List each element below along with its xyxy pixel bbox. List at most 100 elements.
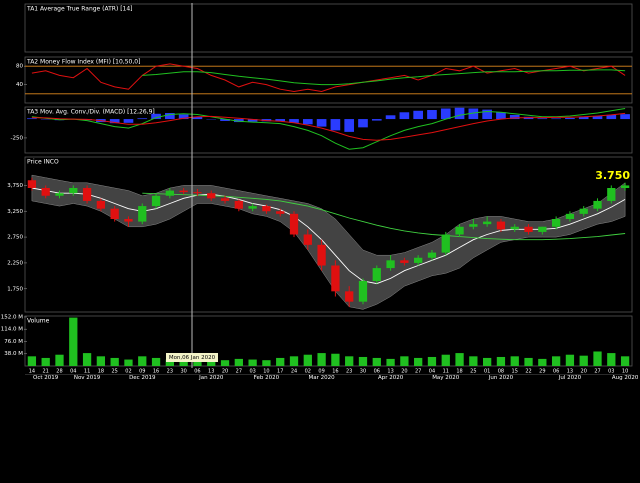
bar xyxy=(82,353,92,366)
histogram-bar xyxy=(151,113,161,120)
bar xyxy=(55,354,64,366)
x-tick-label: 30 xyxy=(360,369,366,375)
x-tick-label: 10 xyxy=(622,369,628,375)
y-tick-label: 2,750 xyxy=(7,235,23,241)
candle-body xyxy=(276,211,285,214)
bar xyxy=(110,357,119,366)
panel-title: TA1 Average True Range (ATR) [14] xyxy=(26,6,133,13)
candle-body xyxy=(414,257,423,263)
candle-body xyxy=(69,188,78,194)
x-tick-label: 16 xyxy=(332,369,338,375)
bar xyxy=(538,358,547,366)
candle-body xyxy=(386,260,395,269)
x-tick-label: 02 xyxy=(125,369,131,375)
bar xyxy=(551,356,561,366)
panel-title: TA2 Money Flow Index (MFI) [10,50,0] xyxy=(26,59,140,66)
candle-body xyxy=(441,234,450,253)
month-label: Jan 2020 xyxy=(198,375,224,381)
histogram-bar xyxy=(302,119,313,125)
candle-body xyxy=(551,219,561,227)
y-tick-label: 2,250 xyxy=(7,260,23,266)
x-tick-label: 18 xyxy=(456,369,462,375)
bar xyxy=(455,353,464,366)
x-tick-label: 30 xyxy=(180,369,186,375)
histogram-bar xyxy=(165,113,175,120)
bar xyxy=(607,353,616,366)
bar xyxy=(248,359,257,366)
bar xyxy=(510,356,519,366)
bar xyxy=(289,356,299,366)
crosshair-label: Mon,06 Jan 2020 xyxy=(169,355,216,361)
bar xyxy=(427,356,437,366)
month-label: Mar 2020 xyxy=(309,375,336,381)
x-tick-label: 25 xyxy=(470,369,476,375)
bar xyxy=(124,359,133,366)
bar xyxy=(620,356,630,366)
bar xyxy=(151,357,161,366)
histogram-bar xyxy=(385,115,396,120)
x-tick-label: 24 xyxy=(291,369,297,375)
histogram-bar xyxy=(289,119,299,123)
histogram-bar xyxy=(537,118,548,120)
line xyxy=(142,69,626,86)
candle-body xyxy=(110,208,119,219)
month-label: Nov 2019 xyxy=(74,375,101,381)
candle-body xyxy=(262,206,271,212)
x-tick-label: 16 xyxy=(153,369,159,375)
candle-body xyxy=(55,193,64,196)
candle-body xyxy=(193,192,202,194)
histogram-bar xyxy=(482,109,492,120)
candle-body xyxy=(151,195,161,207)
y-tick-label: -250 xyxy=(11,135,24,141)
x-tick-label: 13 xyxy=(567,369,573,375)
histogram-bar xyxy=(592,116,603,120)
candle-body xyxy=(234,200,243,209)
x-tick-label: 02 xyxy=(305,369,311,375)
candle-body xyxy=(620,185,630,188)
bar xyxy=(27,356,37,366)
line xyxy=(31,63,626,93)
candle-body xyxy=(138,206,147,222)
month-label: Dec 2019 xyxy=(129,375,156,381)
candle-body xyxy=(593,200,602,209)
x-tick-label: 22 xyxy=(525,369,531,375)
histogram-bar xyxy=(178,114,189,120)
bar xyxy=(303,354,312,366)
panel-frame xyxy=(24,315,633,367)
bar xyxy=(496,356,506,366)
x-tick-label: 28 xyxy=(56,369,62,375)
histogram-bar xyxy=(316,119,327,127)
bar xyxy=(483,357,492,366)
histogram-bar xyxy=(123,119,134,123)
y-tick-label: 40 xyxy=(16,82,23,88)
x-tick-label: 11 xyxy=(84,369,90,375)
candle-body xyxy=(179,190,188,193)
candle-body xyxy=(96,200,106,209)
line xyxy=(31,108,626,150)
x-tick-label: 03 xyxy=(249,369,255,375)
panel-frame xyxy=(24,106,633,154)
bar xyxy=(207,359,216,366)
histogram-bar xyxy=(27,118,37,120)
histogram-bar xyxy=(509,114,520,120)
x-tick-label: 14 xyxy=(29,369,35,375)
candle-body xyxy=(607,188,616,201)
bar xyxy=(565,354,575,366)
x-tick-label: 13 xyxy=(208,369,214,375)
last-price-label: 3.750 xyxy=(595,169,630,182)
histogram-bar xyxy=(234,119,244,123)
x-tick-label: 03 xyxy=(608,369,614,375)
bar xyxy=(441,354,450,366)
y-tick-label: 38.0 M xyxy=(4,351,23,357)
bar xyxy=(524,357,533,366)
x-tick-label: 25 xyxy=(111,369,117,375)
x-tick-label: 27 xyxy=(594,369,600,375)
candle-body xyxy=(165,190,174,196)
candle-body xyxy=(345,291,354,302)
panel-title: Volume xyxy=(27,318,50,325)
x-tick-label: 13 xyxy=(387,369,393,375)
bar xyxy=(386,358,395,366)
histogram-bar xyxy=(358,119,368,128)
candle-body xyxy=(483,221,492,225)
bar xyxy=(179,361,188,366)
